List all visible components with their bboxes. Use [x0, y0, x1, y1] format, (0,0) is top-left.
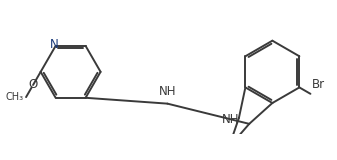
Text: NH: NH [222, 113, 239, 126]
Text: CH₃: CH₃ [6, 92, 24, 102]
Text: NH: NH [159, 85, 176, 98]
Text: O: O [28, 79, 38, 92]
Text: N: N [50, 38, 58, 51]
Text: Br: Br [312, 78, 325, 91]
